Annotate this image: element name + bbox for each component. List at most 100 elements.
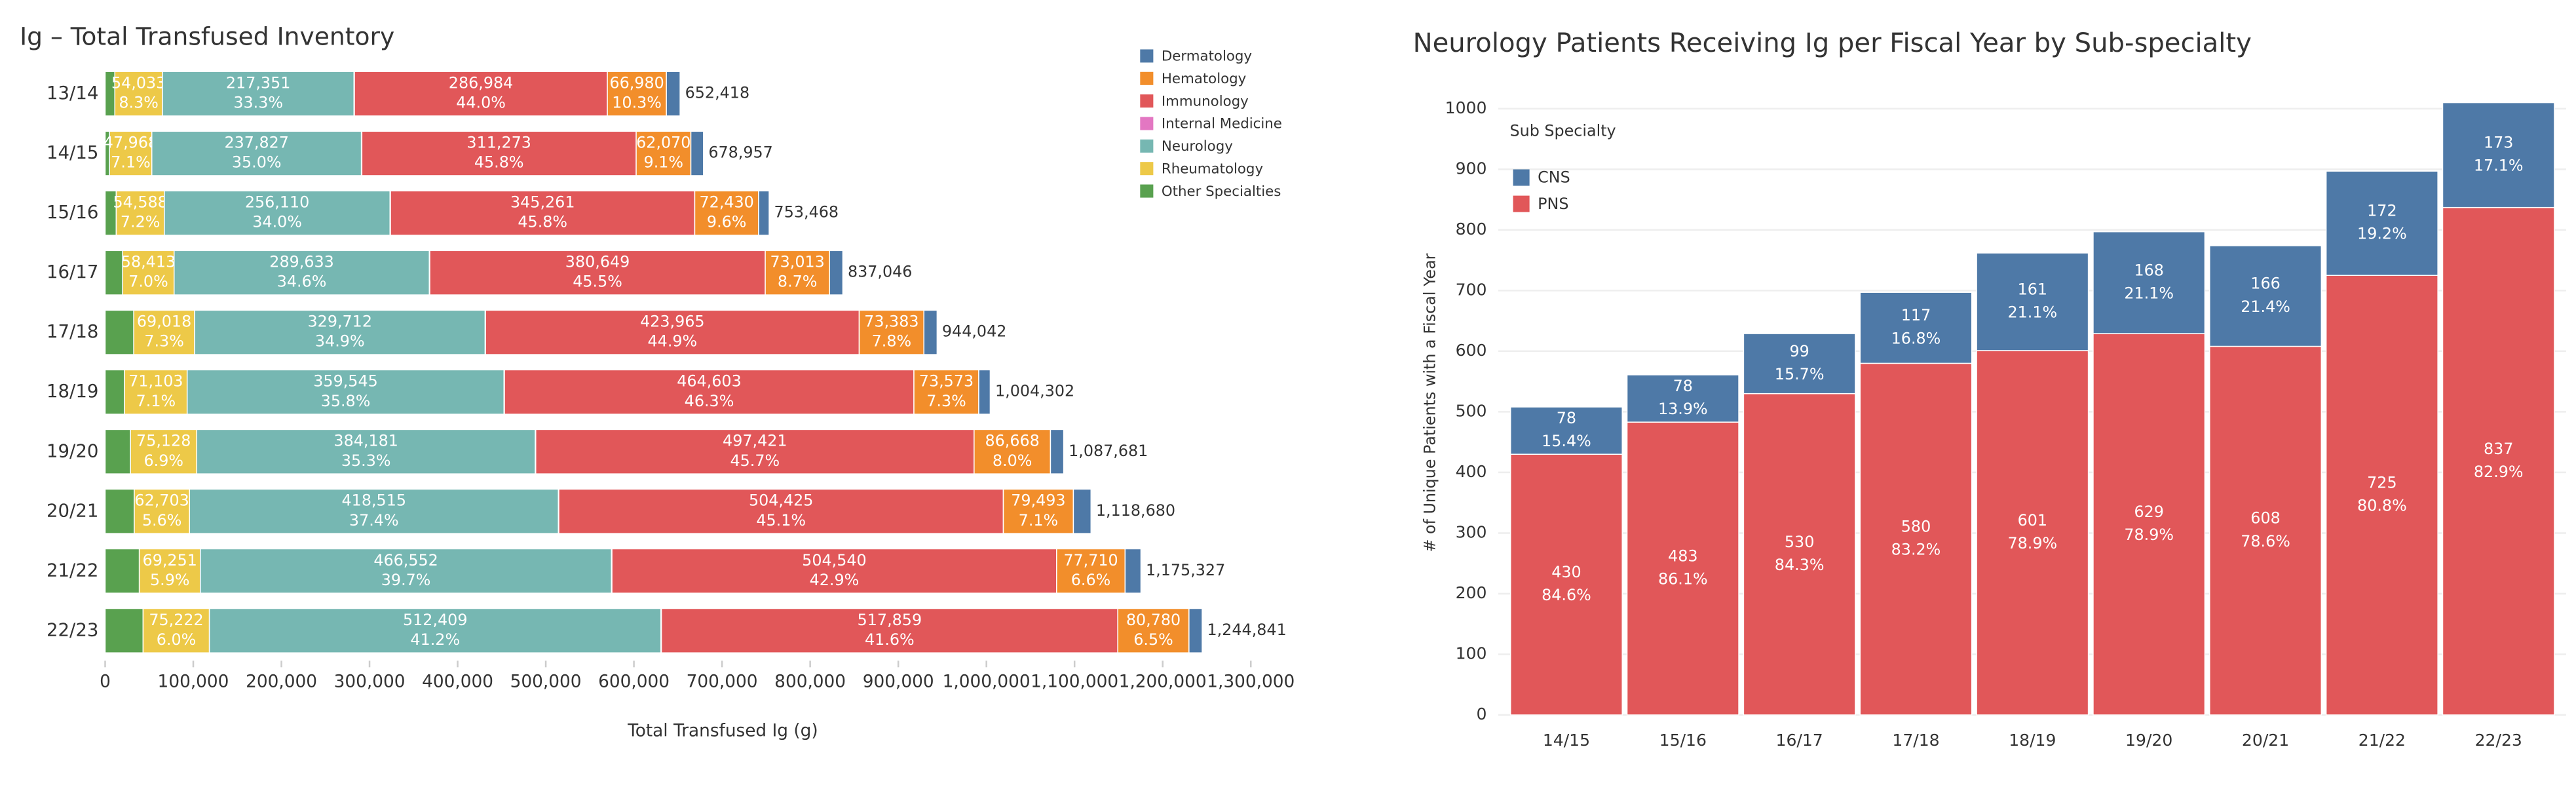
- bar-segment: [1002, 488, 1074, 534]
- left-title: Ig – Total Transfused Inventory: [20, 22, 394, 50]
- percent-label: 6.0%: [157, 630, 197, 649]
- x-tick-label: 500,000: [510, 672, 582, 691]
- value-label: 80,780: [1126, 611, 1181, 629]
- x-tick-label: 200,000: [246, 672, 317, 691]
- value-label: 75,128: [136, 432, 191, 450]
- x-tick-label: 19/20: [2125, 731, 2172, 750]
- bar-segment: [1859, 292, 1973, 364]
- category-label: 15/16: [47, 201, 98, 223]
- bar-segment: [109, 130, 153, 176]
- bar-segment: [361, 130, 637, 176]
- bar-segment: [1976, 350, 2089, 716]
- y-tick-label: 100: [1456, 644, 1487, 663]
- percent-label: 15.4%: [1542, 432, 1591, 450]
- percent-label: 34.9%: [315, 332, 365, 351]
- legend-label: Neurology: [1162, 138, 1233, 155]
- value-label: 117: [1901, 306, 1931, 324]
- percent-label: 86.1%: [1658, 570, 1708, 588]
- legend-label: Internal Medicine: [1162, 116, 1282, 132]
- x-tick-label: 1,200,000: [1119, 672, 1207, 691]
- bar-segment: [1626, 374, 1739, 423]
- percent-label: 45.8%: [518, 213, 567, 231]
- value-label: 86,668: [985, 432, 1039, 450]
- value-label: 54,033: [111, 74, 166, 92]
- percent-label: 19.2%: [2357, 225, 2407, 243]
- bar-segment: [114, 71, 163, 117]
- percent-label: 41.6%: [865, 630, 915, 649]
- bar-segment: [1743, 333, 1856, 394]
- value-label: 608: [2250, 509, 2280, 528]
- legend-label: Dermatology: [1162, 48, 1252, 65]
- bar-segment: [1626, 421, 1739, 716]
- percent-label: 34.0%: [252, 213, 302, 231]
- value-label: 837: [2484, 440, 2513, 458]
- bar-segment: [758, 190, 770, 236]
- value-label: 73,383: [864, 313, 919, 331]
- value-label: 71,103: [128, 372, 183, 391]
- value-label: 311,273: [466, 134, 531, 152]
- bar-segment: [660, 607, 1118, 653]
- bar-segment: [104, 250, 123, 296]
- bar-segment: [194, 309, 486, 355]
- bar-segment: [151, 130, 362, 176]
- legend-label: Hematology: [1162, 71, 1246, 87]
- value-label: 73,013: [770, 253, 825, 271]
- bar-segment: [133, 309, 195, 355]
- bar-segment: [1117, 607, 1190, 653]
- legend-swatch: [1140, 139, 1154, 153]
- value-label: 47,968: [104, 134, 158, 152]
- value-label: 78: [1673, 377, 1693, 395]
- bar-segment: [974, 429, 1051, 474]
- x-tick-label: 900,000: [863, 672, 934, 691]
- total-label: 652,418: [685, 84, 749, 102]
- value-label: 380,649: [565, 253, 630, 271]
- x-tick-label: 0: [100, 672, 111, 691]
- bar-segment: [558, 488, 1004, 534]
- percent-label: 8.3%: [119, 94, 159, 112]
- y-tick-label: 800: [1456, 220, 1487, 239]
- percent-label: 78.9%: [2008, 534, 2058, 552]
- percent-label: 44.9%: [648, 332, 698, 351]
- percent-label: 7.0%: [128, 273, 168, 291]
- legend-label: PNS: [1538, 195, 1568, 213]
- value-label: 483: [1668, 547, 1697, 566]
- legend-swatch: [1140, 94, 1154, 108]
- bar-segment: [1743, 393, 1856, 716]
- value-label: 79,493: [1011, 491, 1065, 510]
- value-label: 73,573: [919, 372, 974, 391]
- percent-label: 15.7%: [1775, 365, 1825, 383]
- x-tick-label: 300,000: [334, 672, 406, 691]
- value-label: 580: [1901, 518, 1931, 536]
- percent-label: 5.6%: [142, 511, 182, 529]
- percent-label: 78.9%: [2124, 526, 2174, 544]
- bar-segment: [130, 429, 198, 474]
- bar-segment: [1124, 548, 1142, 594]
- x-axis-label: Total Transfused Ig (g): [627, 722, 818, 741]
- x-tick-label: 700,000: [687, 672, 758, 691]
- bar-segment: [635, 130, 692, 176]
- value-label: 504,425: [749, 491, 813, 510]
- right-title: Neurology Patients Receiving Ig per Fisc…: [1413, 28, 2252, 58]
- y-tick-label: 0: [1476, 704, 1487, 723]
- percent-label: 78.6%: [2241, 532, 2290, 550]
- total-label: 753,468: [774, 203, 839, 221]
- bar-segment: [104, 309, 134, 355]
- total-label: 944,042: [942, 322, 1006, 341]
- category-label: 18/19: [47, 380, 98, 402]
- category-label: 20/21: [47, 499, 98, 521]
- bar-segment: [858, 309, 924, 355]
- bar-segment: [1050, 429, 1065, 474]
- x-tick-label: 17/18: [1892, 731, 1939, 750]
- x-tick-label: 15/16: [1659, 731, 1707, 750]
- bar-segment: [354, 71, 608, 117]
- percent-label: 9.1%: [644, 153, 684, 172]
- bar-segment: [138, 548, 201, 594]
- bar-segment: [2442, 102, 2555, 208]
- value-label: 78: [1557, 409, 1576, 427]
- value-label: 173: [2484, 134, 2513, 152]
- x-tick-label: 20/21: [2242, 731, 2289, 750]
- bar-segment: [765, 250, 831, 296]
- value-label: 423,965: [640, 313, 704, 331]
- percent-label: 7.8%: [872, 332, 912, 351]
- value-label: 72,430: [700, 193, 754, 212]
